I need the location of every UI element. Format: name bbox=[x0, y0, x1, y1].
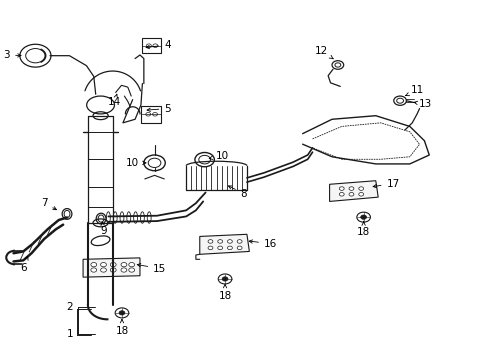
Text: 15: 15 bbox=[137, 264, 166, 274]
Text: 11: 11 bbox=[405, 85, 424, 96]
Circle shape bbox=[217, 240, 222, 243]
Circle shape bbox=[207, 240, 212, 243]
Text: 18: 18 bbox=[115, 320, 128, 336]
Circle shape bbox=[237, 246, 242, 249]
Text: 14: 14 bbox=[107, 94, 121, 107]
Text: 17: 17 bbox=[372, 179, 399, 189]
Circle shape bbox=[119, 311, 124, 315]
Text: 3: 3 bbox=[3, 50, 21, 60]
Circle shape bbox=[348, 187, 353, 190]
Polygon shape bbox=[200, 234, 249, 254]
Circle shape bbox=[110, 262, 116, 267]
Circle shape bbox=[339, 187, 344, 190]
Text: 13: 13 bbox=[413, 99, 431, 109]
Circle shape bbox=[110, 268, 116, 272]
Polygon shape bbox=[329, 181, 377, 202]
Text: 6: 6 bbox=[20, 257, 28, 273]
Text: 1: 1 bbox=[66, 329, 73, 339]
Text: 4: 4 bbox=[146, 40, 170, 50]
Circle shape bbox=[128, 268, 134, 272]
Circle shape bbox=[227, 240, 232, 243]
Text: 9: 9 bbox=[100, 222, 106, 236]
Polygon shape bbox=[83, 258, 140, 277]
Circle shape bbox=[101, 262, 106, 267]
Circle shape bbox=[237, 240, 242, 243]
Circle shape bbox=[128, 262, 134, 267]
Text: 10: 10 bbox=[209, 151, 229, 161]
Circle shape bbox=[227, 246, 232, 249]
Circle shape bbox=[339, 193, 344, 196]
Circle shape bbox=[358, 193, 363, 196]
Circle shape bbox=[217, 246, 222, 249]
Text: 7: 7 bbox=[41, 198, 56, 210]
Circle shape bbox=[121, 268, 126, 272]
Circle shape bbox=[91, 268, 97, 272]
Text: 8: 8 bbox=[228, 186, 247, 199]
Circle shape bbox=[121, 262, 126, 267]
Text: 18: 18 bbox=[218, 284, 231, 301]
Circle shape bbox=[360, 215, 366, 219]
Circle shape bbox=[101, 268, 106, 272]
Text: 10: 10 bbox=[125, 158, 146, 168]
Circle shape bbox=[222, 277, 227, 281]
Circle shape bbox=[348, 193, 353, 196]
Text: 16: 16 bbox=[249, 239, 277, 249]
Text: 18: 18 bbox=[356, 221, 369, 237]
Text: 12: 12 bbox=[314, 46, 332, 59]
Circle shape bbox=[358, 187, 363, 190]
Circle shape bbox=[91, 262, 97, 267]
Text: 5: 5 bbox=[147, 104, 170, 113]
Text: 2: 2 bbox=[66, 302, 73, 312]
Circle shape bbox=[207, 246, 212, 249]
